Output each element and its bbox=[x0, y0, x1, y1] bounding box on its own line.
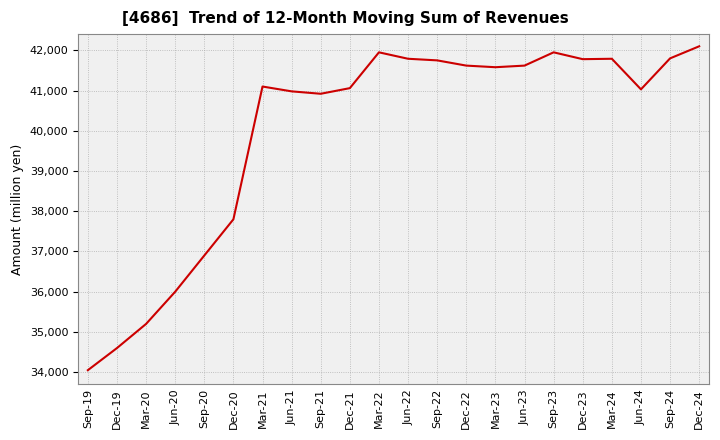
Text: [4686]  Trend of 12-Month Moving Sum of Revenues: [4686] Trend of 12-Month Moving Sum of R… bbox=[122, 11, 569, 26]
Y-axis label: Amount (million yen): Amount (million yen) bbox=[11, 143, 24, 275]
